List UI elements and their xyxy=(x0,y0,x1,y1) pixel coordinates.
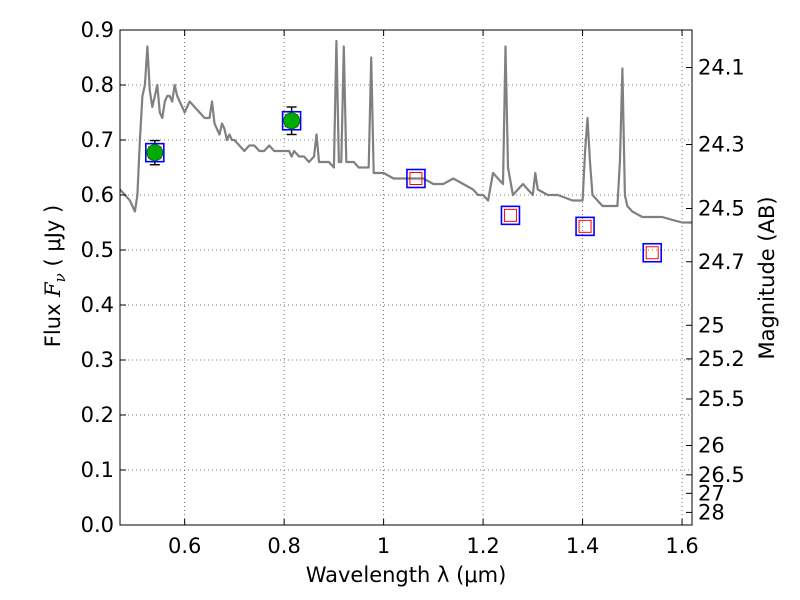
spectrum-line xyxy=(120,39,692,224)
mag-tick-label: 27 xyxy=(698,481,725,505)
synthetic-photometry-model-marker xyxy=(578,219,592,233)
mag-tick-label: 24.5 xyxy=(698,197,745,221)
y-tick-label: 0.4 xyxy=(81,293,114,317)
y2-axis-label: Magnitude (AB) xyxy=(755,196,779,359)
y-tick-label: 0.0 xyxy=(81,513,114,537)
x-tick-label: 1.4 xyxy=(566,534,599,558)
spectrum-series xyxy=(120,39,692,224)
y-tick-label: 0.5 xyxy=(81,238,114,262)
synthetic-photometry-model-marker xyxy=(645,246,659,260)
mag-tick-label: 24.1 xyxy=(698,56,745,80)
mag-tick-label: 24.3 xyxy=(698,132,745,156)
synthetic-photometry-box xyxy=(406,168,426,189)
observed-photometry-point xyxy=(283,112,301,130)
y-tick-label: 0.6 xyxy=(81,183,114,207)
synthetic-photometry-box xyxy=(281,110,302,131)
y-tick-label: 0.8 xyxy=(81,73,114,97)
y-tick-label: 0.7 xyxy=(81,128,114,152)
x-tick-label: 1.6 xyxy=(665,534,698,558)
mag-tick-label: 25.2 xyxy=(698,347,745,371)
mag-tick-label: 28 xyxy=(698,500,725,524)
grid-lines xyxy=(120,30,692,525)
mag-tick-label: 25 xyxy=(698,313,725,337)
y-tick-label: 0.3 xyxy=(81,348,114,372)
y-tick-label: 0.1 xyxy=(81,458,114,482)
y-tick-label: 0.9 xyxy=(81,18,114,42)
y-axis-label: Flux Fν ( μJy ) xyxy=(41,205,69,347)
errorbar-series xyxy=(149,106,297,166)
synthetic-photometry-model-marker xyxy=(503,208,517,222)
synthetic-photometry-box xyxy=(642,242,663,263)
synthetic-photometry-box xyxy=(575,216,595,237)
y-tick-label: 0.2 xyxy=(81,403,114,427)
mag-tick-label: 26.5 xyxy=(698,463,745,487)
x-tick-label: 0.6 xyxy=(168,534,201,558)
x-tick-label: 0.8 xyxy=(267,534,300,558)
synthetic-photometry-model-marker xyxy=(409,172,423,185)
mag-tick-label: 25.5 xyxy=(698,387,745,411)
axis-ticks: 0.6 0.8 1 1.2 1.4 1.6 0.0 0.1 0.2 0.3 0.4 0.5 0.6 0.7… xyxy=(81,18,745,558)
photometry-markers xyxy=(145,110,663,263)
observed-photometry-point xyxy=(146,144,164,162)
x-axis-label: Wavelength λ (μm) xyxy=(306,563,507,587)
x-tick-label: 1 xyxy=(377,534,390,558)
mag-tick-label: 26 xyxy=(698,434,725,458)
synthetic-photometry-box xyxy=(500,205,521,226)
synthetic-photometry-box xyxy=(145,142,165,163)
x-tick-label: 1.2 xyxy=(466,534,499,558)
mag-tick-label: 24.7 xyxy=(698,250,745,274)
plot-frame xyxy=(119,29,693,526)
